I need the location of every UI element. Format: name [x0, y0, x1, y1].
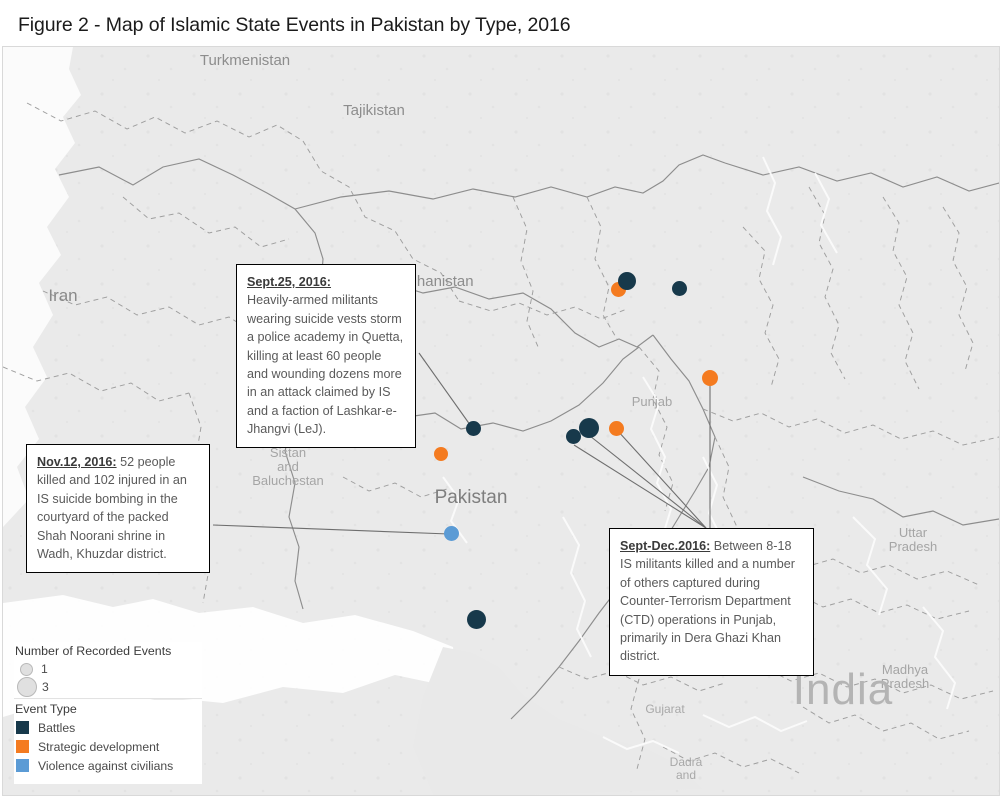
- event-dot-dgkhan-battles-large[interactable]: [579, 418, 599, 438]
- caspian-water: [3, 47, 81, 527]
- event-dot-karachi-battles[interactable]: [467, 610, 486, 629]
- annotation-punjab-date: Sept-Dec.2016:: [620, 539, 711, 553]
- annotation-punjab[interactable]: Sept-Dec.2016: Between 8-18 IS militants…: [609, 528, 814, 676]
- event-dot-quetta-strategic[interactable]: [434, 447, 448, 461]
- event-dot-lahore-strategic[interactable]: [702, 370, 718, 386]
- legend-type-item-battles[interactable]: Battles: [16, 718, 202, 737]
- color-swatch-icon: [16, 721, 29, 734]
- color-swatch-icon: [16, 759, 29, 772]
- color-swatch-icon: [16, 740, 29, 753]
- annotation-quetta-date: Sept.25, 2016:: [247, 275, 332, 289]
- size-circle-icon: [17, 677, 37, 697]
- event-dot-punjab-strategic[interactable]: [609, 421, 624, 436]
- legend-type: Event Type Battles Strategic development…: [14, 700, 202, 784]
- legend-type-item-violence-against-civilians[interactable]: Violence against civilians: [16, 756, 202, 775]
- figure-title: Figure 2 - Map of Islamic State Events i…: [18, 14, 571, 36]
- legend-size-label: 3: [42, 680, 49, 694]
- annotation-wadh[interactable]: Nov.12, 2016: 52 people killed and 102 i…: [26, 444, 210, 574]
- event-dot-peshawar-battles[interactable]: [618, 272, 636, 290]
- legend-type-item-strategic-development[interactable]: Strategic development: [16, 737, 202, 756]
- legend-size: Number of Recorded Events 1 3: [14, 642, 202, 699]
- annotation-quetta-body: Heavily-armed militants wearing suicide …: [247, 293, 404, 436]
- legend-type-label: Strategic development: [38, 739, 160, 754]
- sindh-delta: [413, 647, 703, 795]
- annotation-punjab-body: Between 8-18 IS militants killed and a n…: [620, 539, 795, 664]
- legend-size-label: 1: [41, 662, 48, 676]
- annotation-wadh-date: Nov.12, 2016:: [37, 455, 117, 469]
- event-dot-islamabad-battles[interactable]: [672, 281, 687, 296]
- annotation-quetta[interactable]: Sept.25, 2016: Heavily-armed militants w…: [236, 264, 416, 449]
- event-dot-dgkhan-battles-small[interactable]: [566, 429, 581, 444]
- event-dot-wadh-civilians[interactable]: [444, 526, 459, 541]
- size-circle-icon: [20, 662, 33, 676]
- legend-size-item-1[interactable]: 1: [16, 660, 202, 678]
- event-dot-quetta-battles[interactable]: [466, 421, 481, 436]
- legend-size-item-3[interactable]: 3: [16, 677, 202, 697]
- annotation-wadh-body: 52 people killed and 102 injured in an I…: [37, 455, 187, 561]
- legend-type-label: Violence against civilians: [38, 758, 174, 773]
- legend-type-title: Event Type: [15, 702, 77, 716]
- legend-size-title: Number of Recorded Events: [15, 644, 172, 658]
- legend-type-label: Battles: [38, 720, 76, 735]
